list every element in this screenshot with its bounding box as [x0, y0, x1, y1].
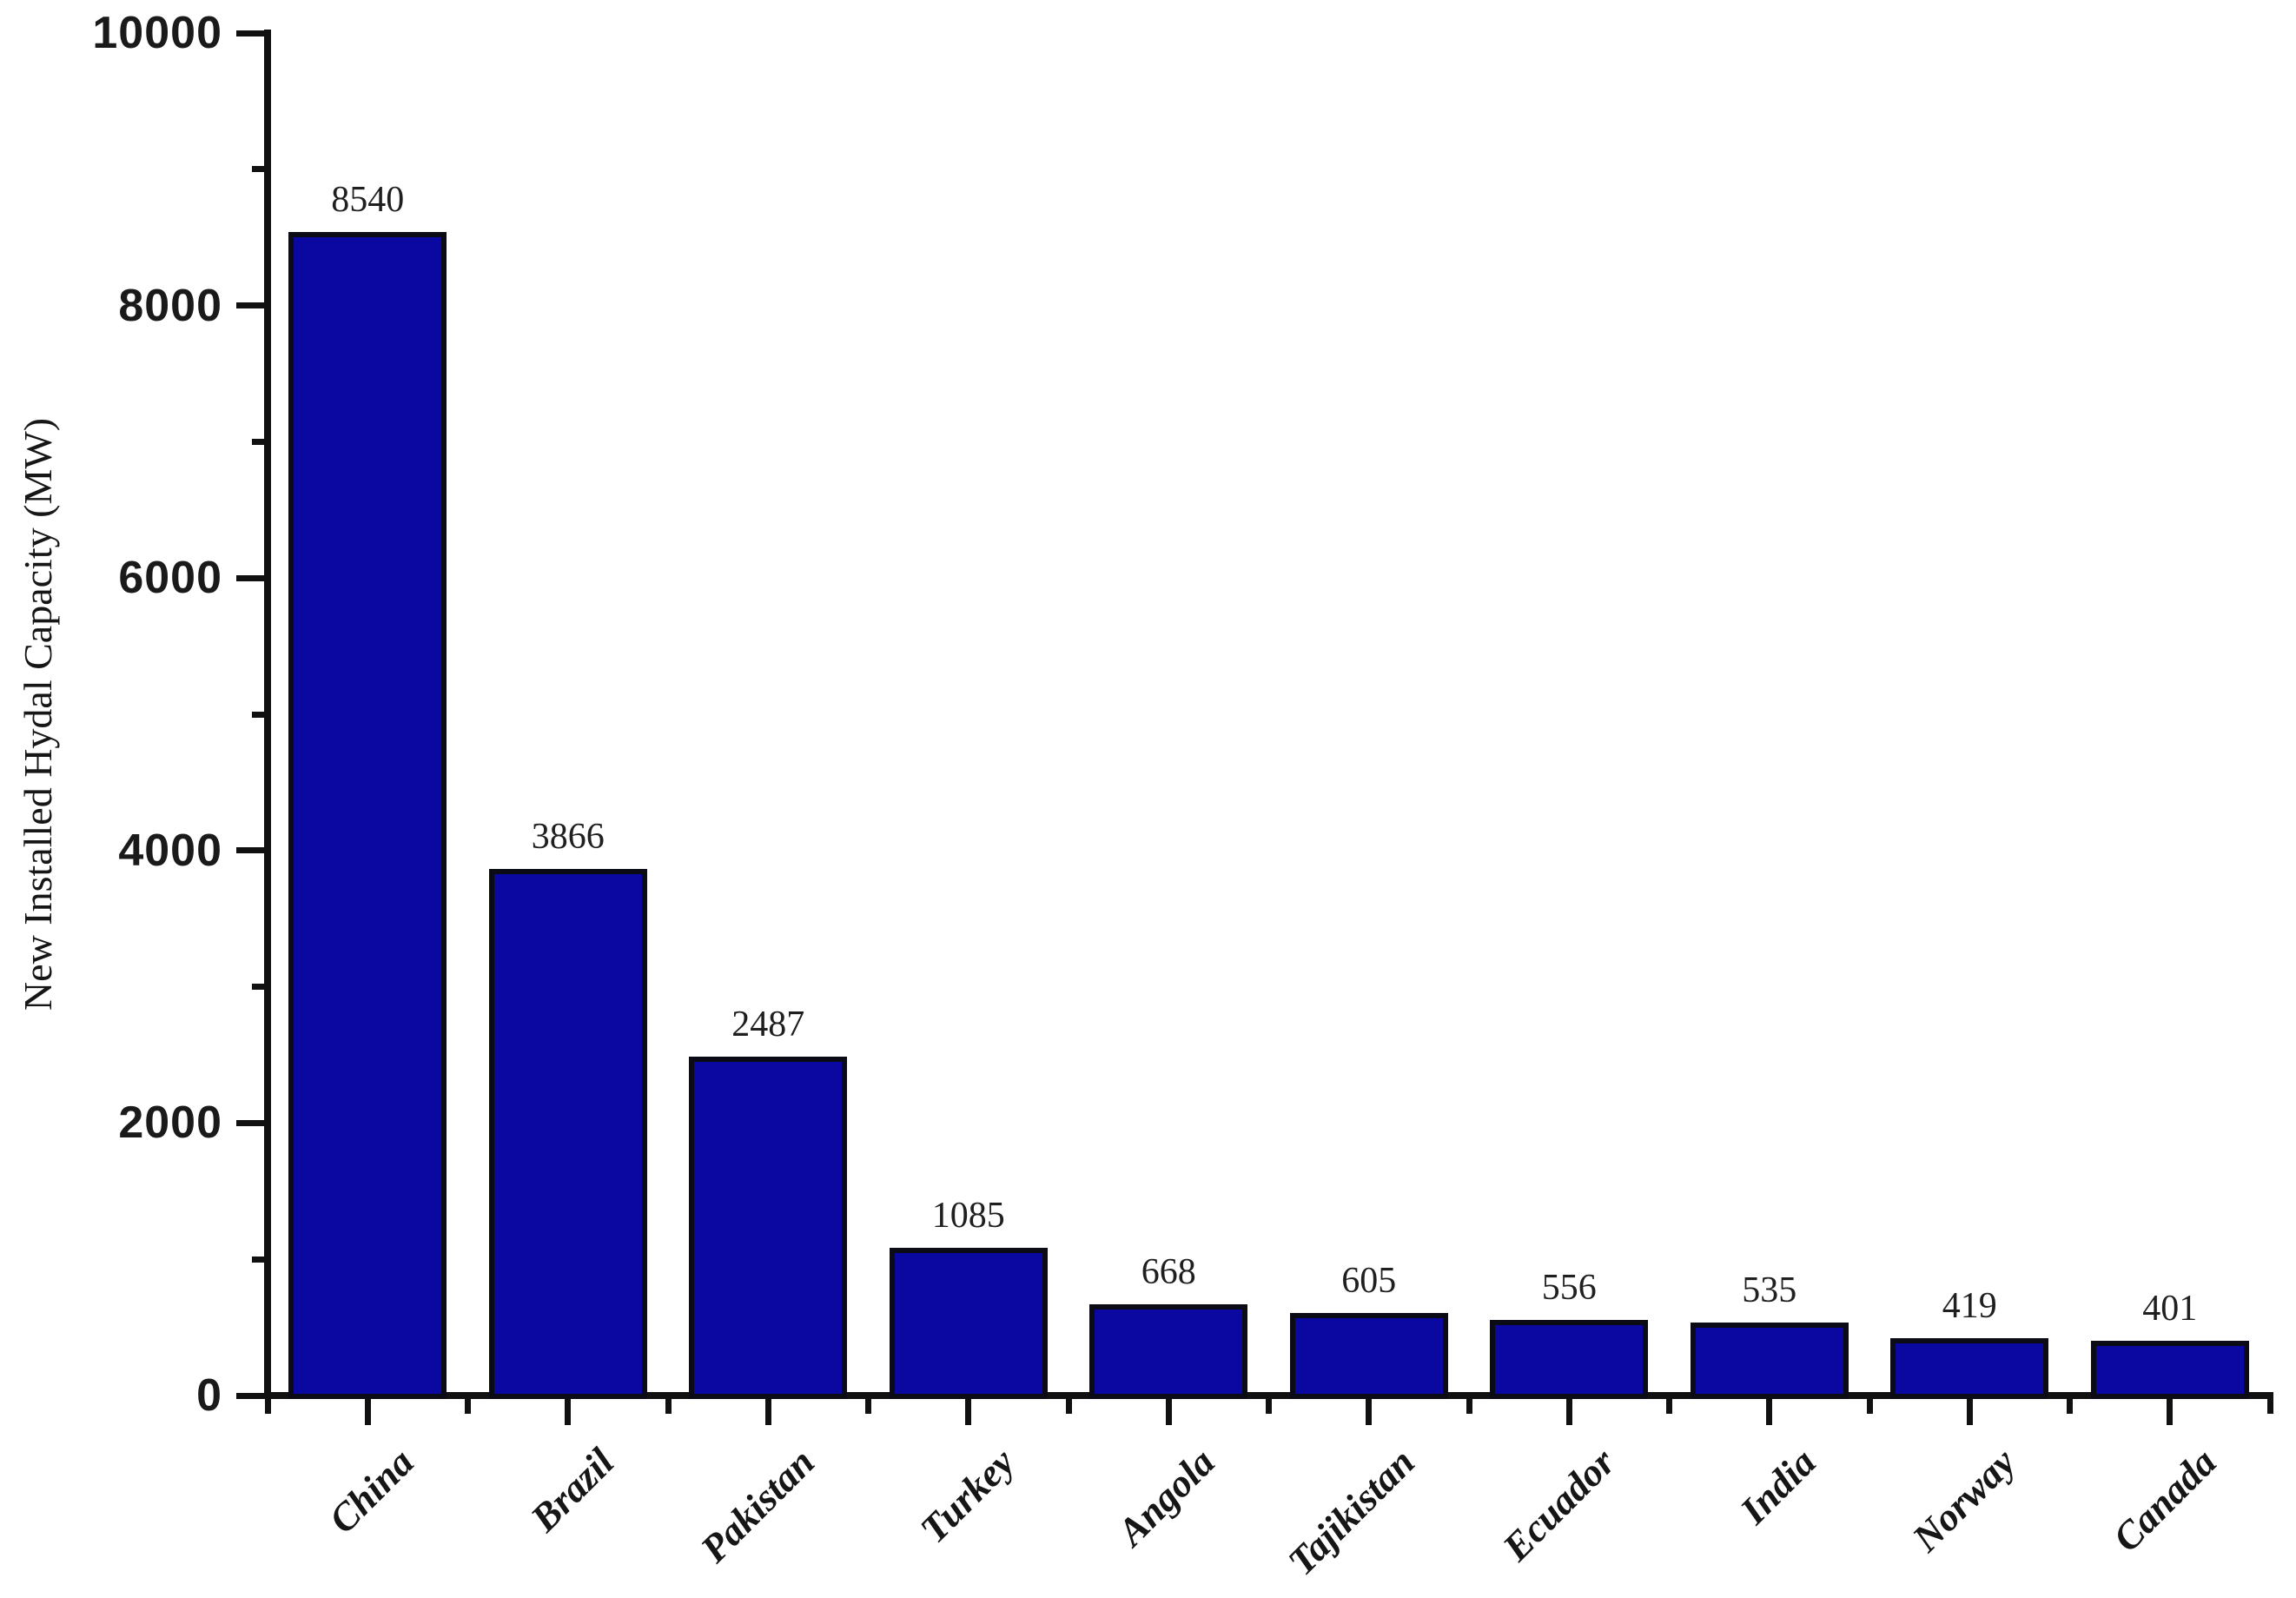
y-tick-label: 10000: [92, 8, 222, 58]
bar-value-label: 535: [1742, 1270, 1797, 1311]
bar-value-label: 668: [1141, 1252, 1196, 1293]
x-category-label: India: [1731, 1440, 1824, 1533]
bar-tajikistan: [1289, 1313, 1448, 1399]
y-tick-label: 4000: [118, 825, 222, 876]
bar-brazil: [488, 868, 647, 1399]
x-major-tick: [1766, 1399, 1773, 1425]
bar-value-label: 401: [2142, 1289, 2198, 1329]
x-category-label: Norway: [1904, 1440, 2024, 1561]
bar-canada: [2090, 1341, 2249, 1399]
x-major-tick: [2167, 1399, 2174, 1425]
bar-value-label: 3866: [531, 816, 605, 857]
bar-india: [1690, 1323, 1849, 1399]
x-major-tick: [764, 1399, 771, 1425]
y-major-tick: [236, 1119, 268, 1126]
x-major-tick: [1565, 1399, 1572, 1425]
y-minor-tick: [252, 1256, 268, 1263]
x-minor-tick: [865, 1399, 871, 1414]
bar-ecuador: [1490, 1319, 1649, 1399]
y-axis-line: [264, 30, 271, 1399]
bar-turkey: [889, 1247, 1048, 1399]
y-major-tick: [236, 302, 268, 309]
x-category-label: Brazil: [522, 1440, 623, 1541]
y-major-tick: [236, 574, 268, 581]
x-major-tick: [565, 1399, 572, 1425]
x-minor-tick: [2266, 1399, 2273, 1414]
x-minor-tick: [1866, 1399, 1873, 1414]
y-tick-label: 8000: [118, 280, 222, 331]
y-minor-tick: [252, 711, 268, 718]
y-major-tick: [236, 847, 268, 854]
bar-value-label: 8540: [331, 179, 405, 220]
x-category-label: Pakistan: [691, 1440, 823, 1571]
x-category-label: Tajikistan: [1280, 1440, 1424, 1584]
y-tick-label: 0: [196, 1370, 222, 1421]
x-category-label: Angola: [1109, 1440, 1223, 1555]
x-minor-tick: [465, 1399, 471, 1414]
x-major-tick: [965, 1399, 972, 1425]
y-major-tick: [236, 1392, 268, 1399]
y-minor-tick: [252, 166, 268, 173]
x-minor-tick: [1466, 1399, 1472, 1414]
x-minor-tick: [264, 1399, 271, 1414]
x-category-label: China: [321, 1440, 422, 1542]
x-minor-tick: [665, 1399, 672, 1414]
x-minor-tick: [2067, 1399, 2073, 1414]
bar-china: [288, 231, 447, 1399]
x-minor-tick: [1666, 1399, 1672, 1414]
y-tick-label: 2000: [118, 1097, 222, 1149]
x-axis-line: [264, 1392, 2273, 1399]
x-minor-tick: [1266, 1399, 1272, 1414]
x-major-tick: [1366, 1399, 1373, 1425]
x-category-label: Canada: [2104, 1440, 2225, 1561]
bar-value-label: 2487: [731, 1005, 805, 1045]
x-major-tick: [364, 1399, 371, 1425]
bar-value-label: 419: [1942, 1286, 1997, 1327]
bar-value-label: 556: [1541, 1267, 1597, 1308]
x-major-tick: [1165, 1399, 1172, 1425]
y-minor-tick: [252, 438, 268, 445]
x-major-tick: [1966, 1399, 1973, 1425]
bar-norway: [1890, 1338, 2049, 1399]
bar-pakistan: [689, 1057, 848, 1399]
y-minor-tick: [252, 984, 268, 991]
x-category-label: Turkey: [911, 1440, 1023, 1552]
bar-value-label: 1085: [931, 1195, 1005, 1236]
bar-angola: [1089, 1304, 1248, 1399]
y-tick-label: 6000: [118, 553, 222, 604]
x-category-label: Ecuador: [1494, 1440, 1624, 1569]
x-minor-tick: [1065, 1399, 1072, 1414]
y-major-tick: [236, 30, 268, 36]
bar-value-label: 605: [1341, 1261, 1397, 1302]
